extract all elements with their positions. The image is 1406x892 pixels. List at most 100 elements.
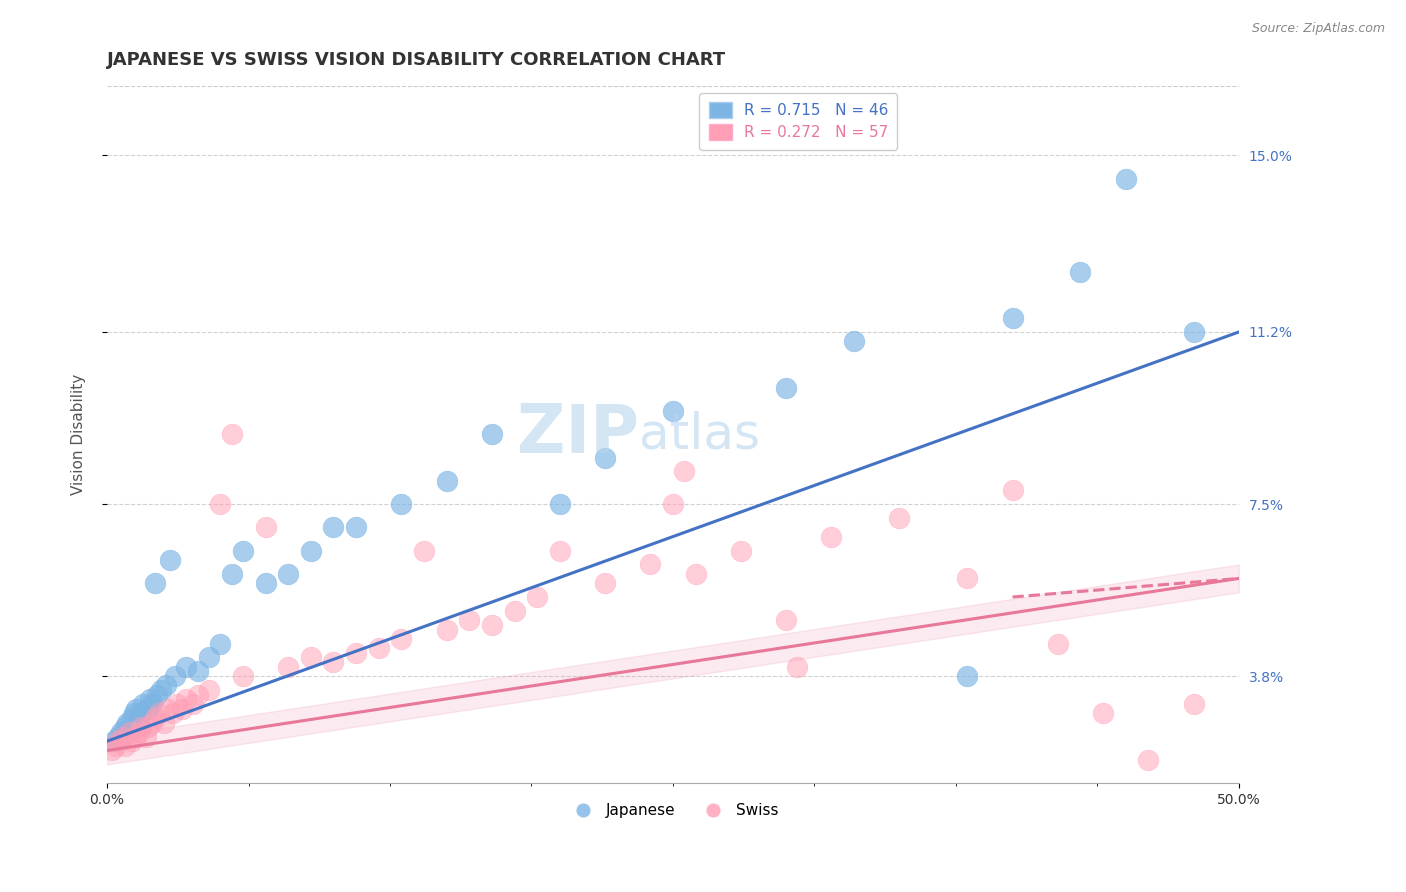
Point xyxy=(170,701,193,715)
Point xyxy=(125,701,148,715)
Point xyxy=(503,604,526,618)
Point xyxy=(132,697,155,711)
Point xyxy=(117,715,139,730)
Point xyxy=(956,571,979,585)
Point xyxy=(413,543,436,558)
Point xyxy=(110,725,132,739)
Point xyxy=(163,669,186,683)
Point xyxy=(198,650,221,665)
Point xyxy=(209,636,232,650)
Point xyxy=(662,497,685,511)
Point xyxy=(344,520,367,534)
Point xyxy=(232,543,254,558)
Point xyxy=(121,734,143,748)
Point xyxy=(118,725,141,739)
Point xyxy=(322,655,344,669)
Point xyxy=(221,566,243,581)
Point xyxy=(146,688,169,702)
Point xyxy=(166,697,188,711)
Point xyxy=(141,697,163,711)
Point xyxy=(842,334,865,349)
Text: Source: ZipAtlas.com: Source: ZipAtlas.com xyxy=(1251,22,1385,36)
Point xyxy=(129,720,152,734)
Point xyxy=(103,734,125,748)
Point xyxy=(1001,311,1024,326)
Point xyxy=(730,543,752,558)
Point xyxy=(107,734,129,748)
Text: atlas: atlas xyxy=(638,410,761,458)
Point xyxy=(159,553,181,567)
Point xyxy=(125,730,148,744)
Point xyxy=(254,520,277,534)
Point xyxy=(593,576,616,591)
Point xyxy=(548,543,571,558)
Point xyxy=(157,701,180,715)
Point xyxy=(139,692,162,706)
Point xyxy=(548,497,571,511)
Point xyxy=(114,739,136,753)
Point xyxy=(673,465,696,479)
Point xyxy=(322,520,344,534)
Point xyxy=(277,660,299,674)
Point xyxy=(143,711,166,725)
Point xyxy=(389,632,412,646)
Point xyxy=(107,730,129,744)
Point xyxy=(526,590,548,604)
Point xyxy=(1092,706,1115,721)
Point xyxy=(111,730,134,744)
Point xyxy=(136,720,159,734)
Point xyxy=(122,706,145,721)
Point xyxy=(277,566,299,581)
Point xyxy=(105,739,128,753)
Point xyxy=(128,725,150,739)
Text: ZIP: ZIP xyxy=(517,401,638,467)
Text: JAPANESE VS SWISS VISION DISABILITY CORRELATION CHART: JAPANESE VS SWISS VISION DISABILITY CORR… xyxy=(107,51,725,69)
Point xyxy=(299,543,322,558)
Point xyxy=(162,706,184,721)
Point xyxy=(1001,483,1024,497)
Y-axis label: Vision Disability: Vision Disability xyxy=(72,374,86,495)
Point xyxy=(198,683,221,698)
Point xyxy=(436,623,458,637)
Point xyxy=(593,450,616,465)
Point xyxy=(221,427,243,442)
Point xyxy=(155,678,177,692)
Point xyxy=(889,511,911,525)
Point xyxy=(187,688,209,702)
Point xyxy=(775,613,797,627)
Point xyxy=(114,720,136,734)
Point xyxy=(1137,753,1160,767)
Point xyxy=(1182,325,1205,339)
Point xyxy=(136,701,159,715)
Point xyxy=(1046,636,1069,650)
Point xyxy=(111,730,134,744)
Point xyxy=(820,530,842,544)
Point xyxy=(187,665,209,679)
Point xyxy=(685,566,707,581)
Point xyxy=(1069,264,1091,278)
Point xyxy=(152,715,174,730)
Point xyxy=(135,730,157,744)
Point xyxy=(344,646,367,660)
Point xyxy=(662,404,685,418)
Point xyxy=(299,650,322,665)
Point xyxy=(150,683,173,698)
Point xyxy=(118,725,141,739)
Point xyxy=(176,660,198,674)
Point xyxy=(956,669,979,683)
Point xyxy=(640,558,662,572)
Point xyxy=(232,669,254,683)
Point xyxy=(254,576,277,591)
Point xyxy=(775,381,797,395)
Point xyxy=(458,613,481,627)
Point xyxy=(1115,171,1137,186)
Point xyxy=(209,497,232,511)
Point xyxy=(1182,697,1205,711)
Point xyxy=(176,692,198,706)
Point xyxy=(128,715,150,730)
Point xyxy=(148,706,170,721)
Legend: Japanese, Swiss: Japanese, Swiss xyxy=(561,797,785,824)
Point xyxy=(100,743,122,757)
Point xyxy=(389,497,412,511)
Point xyxy=(141,715,163,730)
